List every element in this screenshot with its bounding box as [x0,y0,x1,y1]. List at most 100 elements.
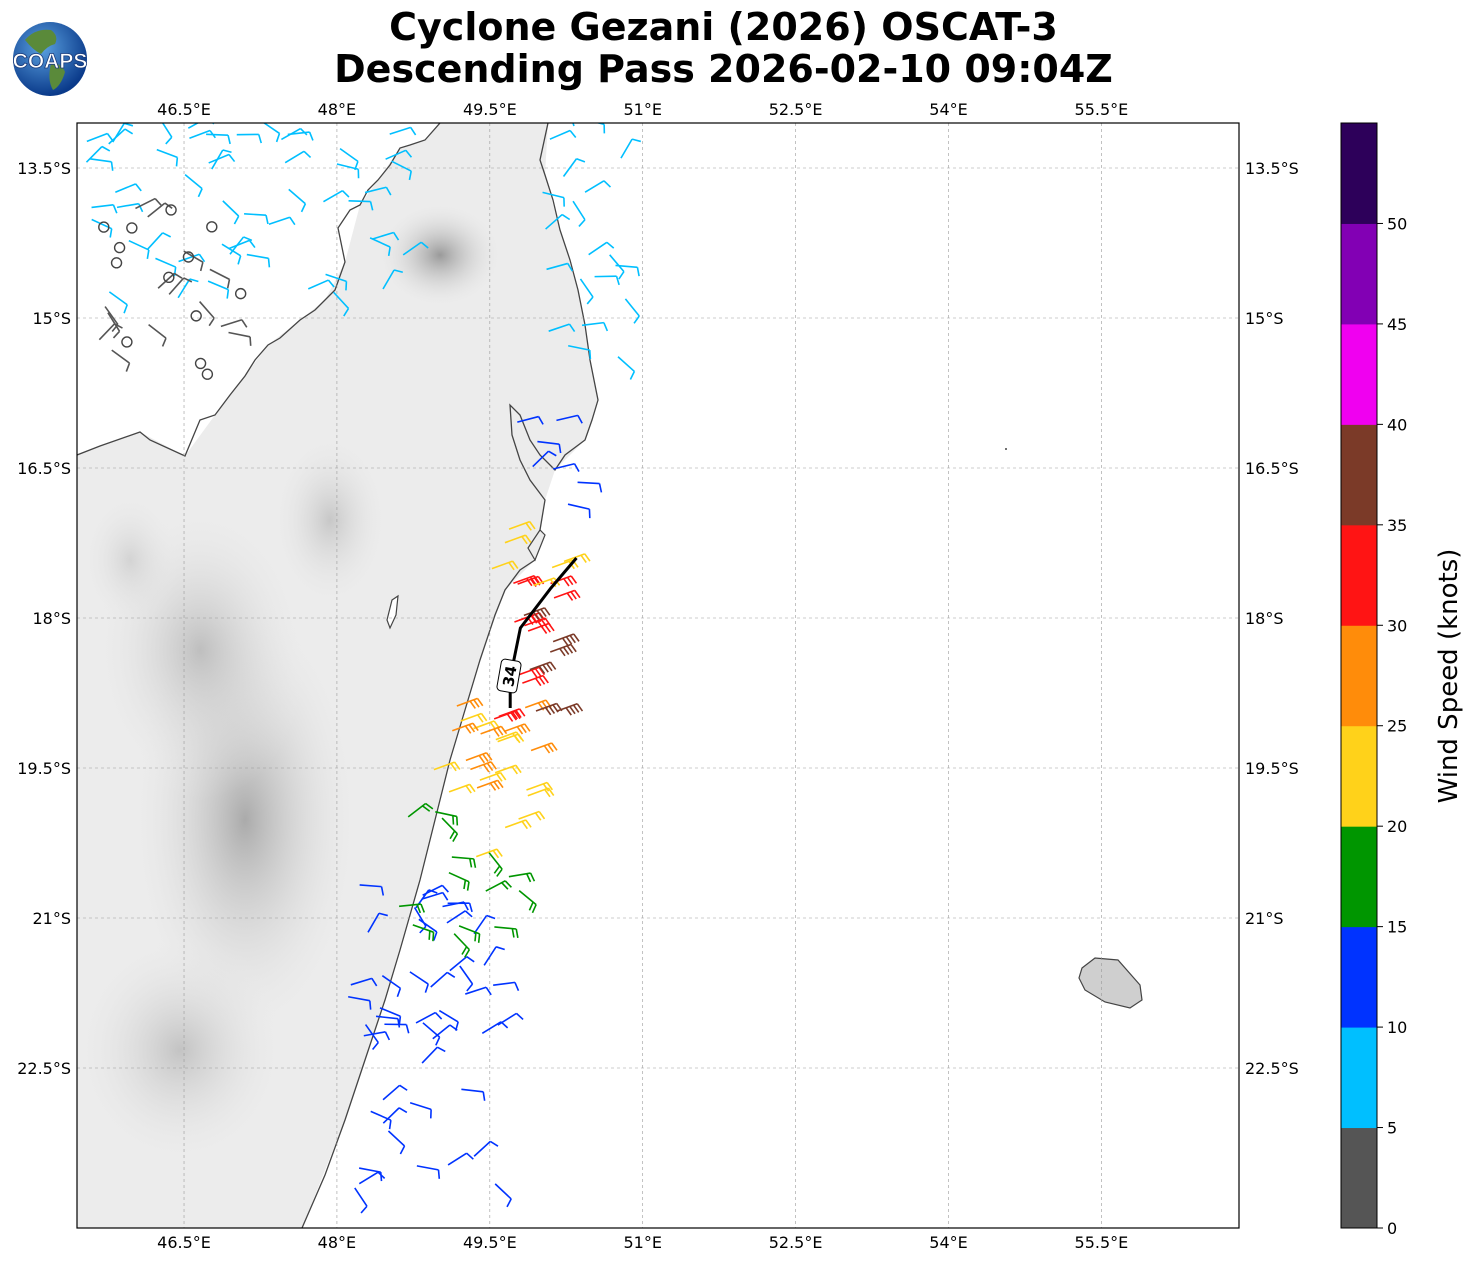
wind-barb [384,1023,410,1034]
wind-barb [473,1140,499,1157]
lat-tick-label-right: 21°S [1245,909,1284,928]
calm-wind-circle [121,336,133,348]
wind-barb [451,722,479,734]
coaps-globe-logo-icon: COAPS [12,22,88,96]
wind-barb [563,553,591,563]
wind-barb [548,323,576,333]
colorbar-label: Wind Speed (knots) [1434,549,1464,804]
wind-barb [85,108,110,122]
wind-barb [236,133,263,144]
wind-barb [364,186,392,196]
lat-tick-label-left: 21°S [32,909,71,928]
wind-barb [475,848,503,859]
wind-barb [116,202,144,213]
wind-barb [148,324,167,347]
wind-barb [115,183,142,193]
wind-barb [458,925,481,943]
wind-barb [268,216,296,226]
wind-barb [111,349,131,372]
wind-barb [161,123,173,145]
wind-barb [421,1046,446,1064]
lon-tick-label-bottom: 52.5°E [769,1233,823,1252]
colorbar-segment [1341,1127,1377,1229]
wind-barb [415,1011,443,1024]
wind-barb [385,149,413,160]
wind-barb [382,1084,408,1101]
lon-tick-label-bottom: 54°E [929,1233,967,1252]
wind-barb [244,213,269,225]
wind-barb [199,301,215,327]
lake-alaotra [386,594,399,630]
wind-barb [480,725,508,737]
colorbar-segment [1341,323,1377,425]
wind-barb [246,253,271,268]
wind-barb [494,926,519,938]
wind-barb [407,802,434,818]
colorbar-tick-label: 0 [1387,1219,1397,1238]
wind-barb [518,889,537,914]
wind-barb [448,783,476,794]
wind-barb [470,761,497,773]
wind-barb [391,160,412,181]
lon-tick-label-top: 52.5°E [769,100,823,119]
calm-wind-circle [163,271,175,284]
lon-tick-label-top: 46.5°E [157,100,211,119]
wind-barb [399,903,426,914]
wind-barb [207,280,230,299]
wind-barb [447,1152,474,1166]
wind-barb [359,884,385,896]
colorbar-tick-label: 40 [1387,415,1407,434]
wind-barb [493,981,520,991]
calm-wind-circle [126,222,138,234]
calm-circles [98,204,247,380]
lon-tick-label-bottom: 48°E [318,1233,356,1252]
wind-barb [433,761,461,772]
wind-barb [416,1165,441,1179]
wind-barb [617,356,636,380]
wind-barb [177,278,199,299]
colorbar-segment [1341,424,1377,526]
wind-barb [358,1167,383,1182]
wind-barb [497,1012,524,1026]
wind-barb [530,742,558,754]
wind-barb [487,851,503,877]
wind-barb [535,702,563,716]
logo-text: COAPS [13,50,88,73]
wind-barb [168,277,193,295]
wind-barb [552,633,580,646]
wind-barb [280,127,308,141]
wind-barb [451,856,477,868]
ile-sainte-marie [527,529,546,562]
calm-wind-circle [194,357,207,370]
wind-barb [108,291,128,314]
wind-barb [542,191,565,207]
wind-barb [446,910,473,924]
colorbar-segment [1341,826,1377,928]
madagascar-coastline [77,123,599,1228]
wind-barb [381,975,402,998]
wind-barb [418,918,438,941]
wind-barb [348,200,374,211]
wind-barb [107,312,121,339]
wind-barb [288,188,307,213]
wind-barb [128,239,150,259]
colorbar-tick-label: 50 [1387,214,1407,233]
lat-tick-label-left: 19.5°S [17,759,71,778]
wind-barb [532,450,557,468]
wind-barb [581,321,609,332]
wind-barb [494,764,522,775]
wind-barb [527,622,555,634]
wind-barb [549,129,577,140]
wind-barb [572,200,586,227]
wind-barb [112,123,134,143]
wind-barb [508,872,536,883]
lon-tick-label-top: 49.5°E [463,100,517,119]
wind-barb [504,534,532,545]
wind-barb [178,253,206,263]
wind-barb [620,138,642,159]
mauritius-dot [1005,448,1007,450]
wind-barb [135,197,162,210]
colorbar-tick-label: 15 [1387,918,1407,937]
wind-barb [588,241,615,256]
